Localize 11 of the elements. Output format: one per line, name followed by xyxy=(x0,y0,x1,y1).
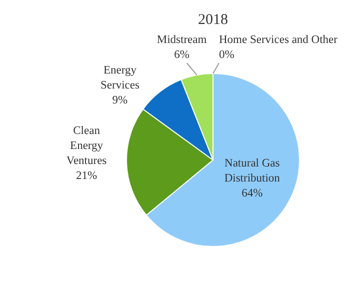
data-label: 6% xyxy=(174,49,190,62)
chart-title: 2018 xyxy=(198,12,228,28)
category-label: Home Services and Other xyxy=(219,34,338,46)
slice-label: Clean Energy Ventures xyxy=(66,125,108,168)
slice-label: Energy Services xyxy=(100,64,140,92)
text: 0% xyxy=(219,49,234,62)
slice-label: Natural Gas Distribution xyxy=(224,157,280,184)
data-label: 21% xyxy=(76,170,98,182)
slice-label: Midstream xyxy=(156,34,207,46)
data-label: 9% xyxy=(112,94,128,107)
data-label: 64% xyxy=(242,187,264,200)
